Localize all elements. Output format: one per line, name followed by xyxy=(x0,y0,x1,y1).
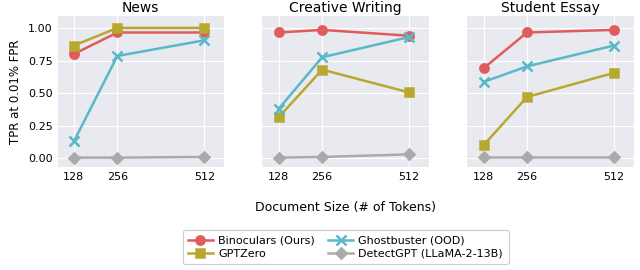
Title: Creative Writing: Creative Writing xyxy=(289,1,402,15)
Legend: Binoculars (Ours), GPTZero, Ghostbuster (OOD), DetectGPT (LLaMA-2-13B): Binoculars (Ours), GPTZero, Ghostbuster … xyxy=(182,230,509,264)
Y-axis label: TPR at 0.01% FPR: TPR at 0.01% FPR xyxy=(10,39,22,144)
Title: Student Essay: Student Essay xyxy=(501,1,600,15)
Text: Document Size (# of Tokens): Document Size (# of Tokens) xyxy=(255,201,436,214)
Title: News: News xyxy=(122,1,159,15)
